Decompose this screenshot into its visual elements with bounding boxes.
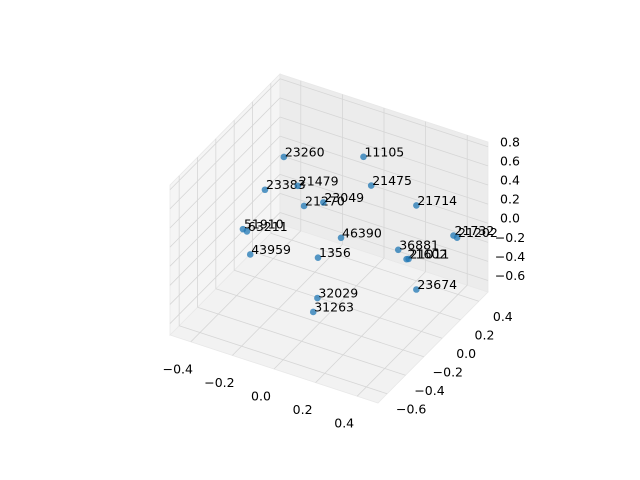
grid-line xyxy=(279,78,489,148)
y-tick-label: 0.4 xyxy=(493,309,513,324)
y-tick-label: −0.2 xyxy=(433,364,463,379)
point-label: 31263 xyxy=(314,299,354,314)
point xyxy=(453,234,461,242)
point xyxy=(394,246,402,254)
point xyxy=(243,228,251,235)
grid-line xyxy=(273,257,385,370)
grid-line xyxy=(279,116,489,186)
z-tick-label: 0.8 xyxy=(500,134,520,149)
z-tick-label: −0.4 xyxy=(495,249,525,264)
point-label: 23260 xyxy=(285,144,325,159)
point xyxy=(280,153,288,161)
point xyxy=(405,255,412,263)
point-label: 23674 xyxy=(417,277,457,292)
grid-line xyxy=(169,174,281,286)
grid-line xyxy=(279,97,489,167)
point xyxy=(246,251,254,258)
point-label: 63211 xyxy=(248,219,288,234)
grid-line xyxy=(232,244,343,356)
x-tick-label: 0.4 xyxy=(334,416,354,431)
grid-line xyxy=(252,251,461,321)
grid-line xyxy=(315,271,426,383)
z-tick-label: 0.2 xyxy=(500,192,520,207)
grid-line xyxy=(179,325,388,395)
point xyxy=(300,202,308,210)
grid-line xyxy=(215,288,424,358)
grid-line xyxy=(279,212,489,281)
point-label: 21602 xyxy=(408,247,448,262)
point xyxy=(294,182,302,190)
grid-line xyxy=(169,116,281,229)
z-tick-label: 0.4 xyxy=(500,172,520,187)
x-tick-label: −0.2 xyxy=(204,375,234,390)
point-label: 23383 xyxy=(266,177,306,192)
z-tick-label: −0.2 xyxy=(495,230,525,245)
point xyxy=(309,308,317,316)
grid-line xyxy=(279,193,489,262)
point-label: 21732 xyxy=(455,223,495,238)
point-label: 1356 xyxy=(319,245,351,260)
grid-line xyxy=(279,173,489,243)
point xyxy=(413,286,420,293)
point xyxy=(367,182,375,189)
grid-line xyxy=(279,154,489,224)
point xyxy=(360,153,367,161)
grid-line xyxy=(169,212,281,324)
grid-line xyxy=(279,135,489,205)
z-tick-label: 0.6 xyxy=(500,153,520,168)
grid-line xyxy=(169,135,281,248)
point xyxy=(261,186,269,194)
point-label: 21714 xyxy=(417,193,457,208)
y-tick-label: −0.4 xyxy=(414,383,444,398)
x-tick-label: 0.2 xyxy=(293,402,313,417)
point-label: 21202 xyxy=(458,225,498,240)
y-tick-label: 0.2 xyxy=(475,327,495,342)
z-tick-label: 0.0 xyxy=(500,211,520,226)
point-label: 43959 xyxy=(251,242,291,257)
point-label: 11105 xyxy=(364,144,404,159)
grid-line xyxy=(169,78,281,191)
x-tick-label: −0.4 xyxy=(163,361,193,376)
x-tick-label: 0.0 xyxy=(251,389,271,404)
point xyxy=(413,202,420,209)
point xyxy=(337,234,345,242)
y-tick-label: −0.6 xyxy=(396,401,426,416)
point-label: 32029 xyxy=(318,286,358,301)
point xyxy=(314,254,322,262)
point-label: 21475 xyxy=(372,173,412,188)
grid-line xyxy=(356,284,468,397)
grid-line xyxy=(190,230,302,343)
grid-line xyxy=(197,306,406,376)
point xyxy=(320,199,327,206)
point-label: 46390 xyxy=(342,225,382,240)
point-label: 23049 xyxy=(324,190,364,205)
point-label: 21011 xyxy=(410,246,450,261)
grid-line xyxy=(169,193,281,305)
z-tick-label: −0.6 xyxy=(495,268,525,283)
point-label: 51910 xyxy=(244,217,284,232)
point-label: 36881 xyxy=(399,237,439,252)
point xyxy=(314,294,321,302)
grid-line xyxy=(169,154,281,267)
y-tick-label: 0.0 xyxy=(456,346,476,361)
grid-line xyxy=(234,269,443,339)
point-label: 21479 xyxy=(299,173,339,188)
grid-line xyxy=(270,232,479,302)
grid-line xyxy=(169,97,281,210)
